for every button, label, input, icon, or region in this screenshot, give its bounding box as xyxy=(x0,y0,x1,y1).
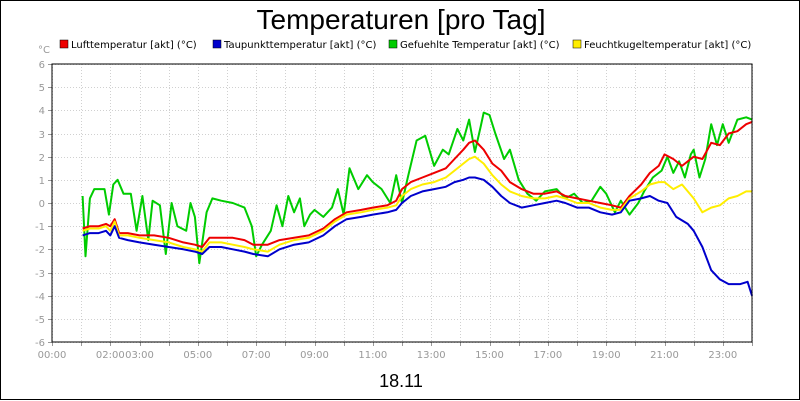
series-line-1 xyxy=(82,176,753,297)
x-tick-label: 00:00 xyxy=(38,350,67,361)
y-tick-label: 6 xyxy=(39,60,45,71)
y-tick-label: 3 xyxy=(39,130,45,141)
legend: Lufttemperatur [akt] (°C) Taupunkttemper… xyxy=(59,39,751,51)
legend-swatch-lufttemperatur xyxy=(59,39,69,49)
y-tick-label: 5 xyxy=(39,83,45,94)
legend-swatch-feuchtkugeltemperatur xyxy=(572,39,582,49)
x-tick-label: 09:00 xyxy=(300,350,329,361)
x-tick-label: 07:00 xyxy=(242,350,271,361)
x-tick-label: 21:00 xyxy=(650,350,679,361)
legend-label-taupunkttemperatur: Taupunkttemperatur [akt] (°C) xyxy=(223,40,376,51)
y-tick-label: -6 xyxy=(35,338,45,349)
series-line-0 xyxy=(82,120,753,248)
x-tick-label: 23:00 xyxy=(708,350,737,361)
x-tick-label: 17:00 xyxy=(533,350,562,361)
series-line-2 xyxy=(81,111,753,265)
plot-area-border xyxy=(51,63,753,343)
x-tick-label: 05:00 xyxy=(183,350,212,361)
y-tick-label: 1 xyxy=(39,176,45,187)
x-tick-label: 13:00 xyxy=(417,350,446,361)
y-tick-label: 2 xyxy=(39,153,45,164)
legend-swatch-taupunkttemperatur xyxy=(212,39,222,49)
y-axis-unit: °C xyxy=(38,45,50,56)
legend-label-lufttemperatur: Lufttemperatur [akt] (°C) xyxy=(71,40,197,51)
legend-label-feuchtkugeltemperatur: Feuchtkugeltemperatur [akt] (°C) xyxy=(584,40,751,51)
y-tick-label: -5 xyxy=(35,315,45,326)
y-tick-label: -2 xyxy=(35,245,45,256)
legend-label-gefuehlte-temperatur: Gefuehlte Temperatur [akt] (°C) xyxy=(400,40,560,51)
date-label: 18.11 xyxy=(379,371,423,391)
y-tick-label: -3 xyxy=(35,269,45,280)
y-tick-label: 4 xyxy=(39,106,45,117)
x-tick-label: 11:00 xyxy=(358,350,387,361)
x-tick-label: 03:00 xyxy=(125,350,154,361)
chart-title: Temperaturen [pro Tag] xyxy=(257,4,546,35)
series-lines xyxy=(81,111,753,297)
x-axis-ticks: 00:00 02:00 03:00 05:00 07:00 09:00 11:00 13:00… xyxy=(38,342,753,361)
x-tick-label: 02:00 xyxy=(96,350,125,361)
x-tick-label: 19:00 xyxy=(592,350,621,361)
y-axis-ticks: -6 -5 -4 -3 -2 -1 0 1 2 3 4 5 6 xyxy=(35,60,52,349)
x-tick-label: 15:00 xyxy=(475,350,504,361)
y-tick-label: 0 xyxy=(39,199,45,210)
series-line-3 xyxy=(82,155,752,253)
legend-swatch-gefuehlte-temperatur xyxy=(388,39,398,49)
y-tick-label: -1 xyxy=(35,222,45,233)
y-tick-label: -4 xyxy=(35,292,45,303)
